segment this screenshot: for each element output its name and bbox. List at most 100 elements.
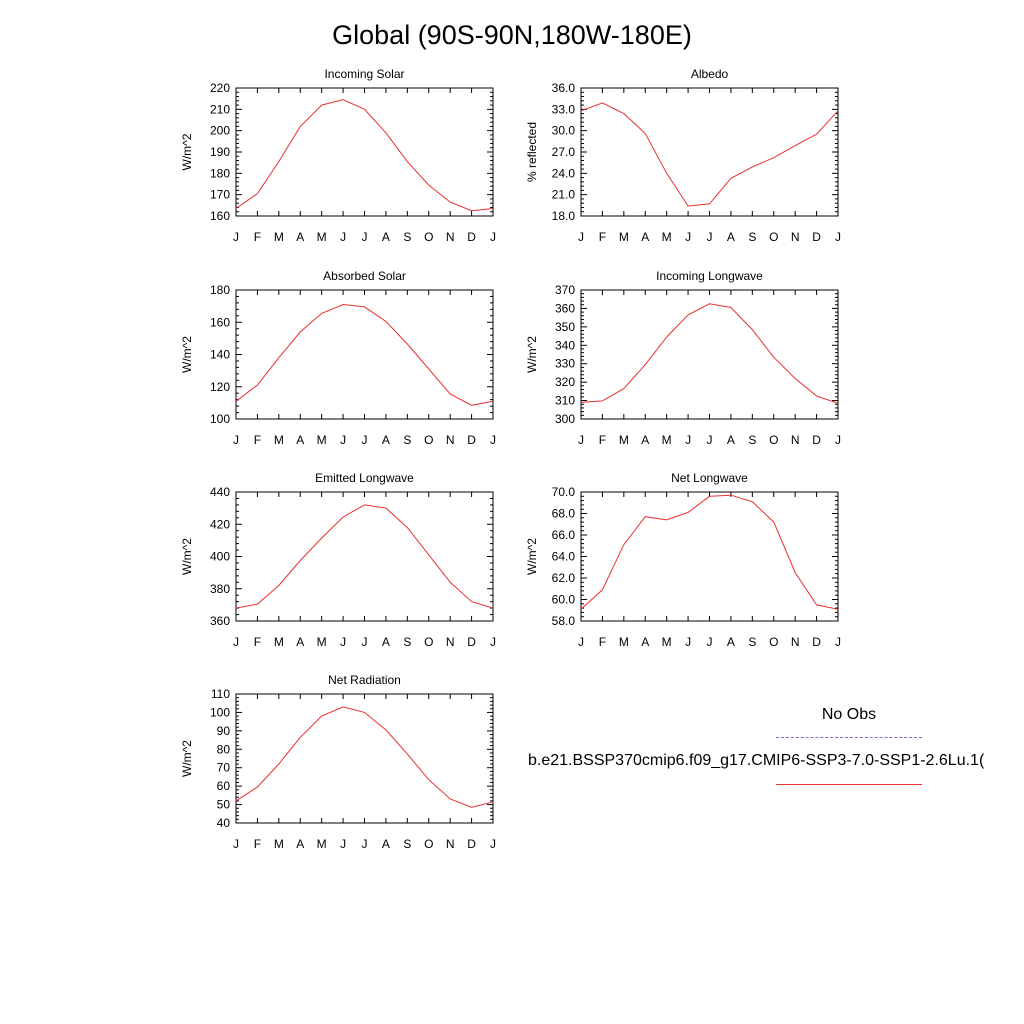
panel-2: J F M A M J J A S O N D J18.021.024.027.030.033.036.… bbox=[525, 67, 841, 244]
y-tick-label: 80 bbox=[217, 742, 231, 756]
y-tick-label: 60 bbox=[217, 779, 231, 793]
y-tick-label: 180 bbox=[210, 166, 230, 180]
plot-frame bbox=[580, 491, 839, 622]
series-line bbox=[580, 494, 839, 610]
x-tick-label: D bbox=[467, 635, 476, 649]
x-tick-label: M bbox=[662, 230, 672, 244]
y-tick-label: 420 bbox=[210, 517, 230, 531]
x-tick-label: S bbox=[403, 635, 411, 649]
x-tick-label: J bbox=[707, 635, 713, 649]
x-tick-label: M bbox=[274, 433, 284, 447]
y-tick-label: 90 bbox=[217, 724, 231, 738]
x-tick-label: O bbox=[424, 635, 433, 649]
x-tick-label: M bbox=[662, 433, 672, 447]
y-tick-label: 160 bbox=[210, 315, 230, 329]
x-tick-label: M bbox=[662, 635, 672, 649]
plot-frame bbox=[580, 87, 839, 217]
y-axis-label: % reflected bbox=[525, 122, 539, 182]
x-tick-label: M bbox=[274, 230, 284, 244]
x-tick-label: A bbox=[296, 433, 304, 447]
x-tick-label: A bbox=[296, 837, 304, 851]
y-tick-label: 50 bbox=[217, 798, 231, 812]
x-tick-label: A bbox=[296, 230, 304, 244]
y-tick-label: 40 bbox=[217, 816, 231, 830]
x-tick-label: J bbox=[685, 230, 691, 244]
series-line bbox=[235, 99, 494, 212]
y-axis-label: W/m^2 bbox=[180, 740, 194, 777]
panel-1: J F M A M J J A S O N D J160170180190200210220Incomi… bbox=[180, 67, 496, 244]
x-tick-label: D bbox=[467, 433, 476, 447]
y-axis-label: W/m^2 bbox=[525, 336, 539, 373]
y-tick-label: 62.0 bbox=[552, 571, 576, 585]
legend-obs-line bbox=[776, 737, 922, 738]
x-tick-label: J bbox=[835, 433, 841, 447]
x-tick-label: S bbox=[748, 635, 756, 649]
x-tick-label: N bbox=[446, 635, 455, 649]
x-tick-label: A bbox=[382, 837, 390, 851]
x-tick-label: A bbox=[727, 230, 735, 244]
y-tick-label: 320 bbox=[555, 375, 575, 389]
panel-title: Albedo bbox=[691, 67, 729, 81]
series-line bbox=[235, 303, 494, 406]
x-tick-label: A bbox=[727, 433, 735, 447]
x-tick-label: D bbox=[812, 230, 821, 244]
y-tick-label: 120 bbox=[210, 380, 230, 394]
x-tick-label: J bbox=[340, 837, 346, 851]
y-tick-label: 170 bbox=[210, 188, 230, 202]
x-tick-label: F bbox=[599, 635, 606, 649]
x-tick-label: A bbox=[382, 635, 390, 649]
series-line bbox=[580, 303, 839, 404]
y-tick-label: 68.0 bbox=[552, 507, 576, 521]
y-tick-label: 370 bbox=[555, 283, 575, 297]
x-tick-label: J bbox=[490, 635, 496, 649]
x-tick-label: O bbox=[769, 635, 778, 649]
panel-6: J F M A M J J A S O N D J58.060.062.064.066.068.070.… bbox=[525, 471, 841, 649]
plot-frame bbox=[235, 87, 494, 217]
x-tick-label: A bbox=[296, 635, 304, 649]
x-tick-label: N bbox=[791, 230, 800, 244]
x-tick-label: J bbox=[233, 635, 239, 649]
plot-frame bbox=[235, 289, 494, 420]
x-tick-label: J bbox=[362, 433, 368, 447]
x-tick-label: J bbox=[362, 837, 368, 851]
y-tick-label: 140 bbox=[210, 348, 230, 362]
x-tick-label: M bbox=[619, 433, 629, 447]
x-tick-label: F bbox=[254, 433, 261, 447]
x-tick-label: F bbox=[599, 230, 606, 244]
panel-4: J F M A M J J A S O N D J300310320330340350360370Inc… bbox=[525, 269, 841, 447]
x-tick-label: A bbox=[382, 230, 390, 244]
plot-frame bbox=[580, 289, 839, 420]
x-tick-label: J bbox=[490, 837, 496, 851]
y-tick-label: 210 bbox=[210, 102, 230, 116]
x-tick-label: D bbox=[467, 230, 476, 244]
y-axis-label: W/m^2 bbox=[525, 538, 539, 575]
x-tick-label: J bbox=[685, 635, 691, 649]
y-tick-label: 33.0 bbox=[552, 102, 576, 116]
y-tick-label: 27.0 bbox=[552, 145, 576, 159]
y-tick-label: 70 bbox=[217, 761, 231, 775]
x-tick-label: J bbox=[233, 433, 239, 447]
panel-title: Incoming Solar bbox=[324, 67, 404, 81]
y-tick-label: 350 bbox=[555, 320, 575, 334]
y-tick-label: 440 bbox=[210, 485, 230, 499]
panel-title: Absorbed Solar bbox=[323, 269, 406, 283]
x-tick-label: M bbox=[619, 230, 629, 244]
y-tick-label: 70.0 bbox=[552, 485, 576, 499]
y-tick-label: 360 bbox=[210, 614, 230, 628]
plot-frame bbox=[235, 491, 494, 622]
x-tick-label: F bbox=[599, 433, 606, 447]
x-tick-label: S bbox=[403, 837, 411, 851]
x-tick-label: F bbox=[254, 230, 261, 244]
y-tick-label: 18.0 bbox=[552, 209, 576, 223]
x-tick-label: F bbox=[254, 837, 261, 851]
plot-frame bbox=[235, 693, 494, 824]
y-axis-label: W/m^2 bbox=[180, 538, 194, 575]
x-tick-label: J bbox=[490, 433, 496, 447]
x-tick-label: J bbox=[340, 635, 346, 649]
y-tick-label: 400 bbox=[210, 550, 230, 564]
x-tick-label: J bbox=[233, 230, 239, 244]
y-tick-label: 330 bbox=[555, 357, 575, 371]
